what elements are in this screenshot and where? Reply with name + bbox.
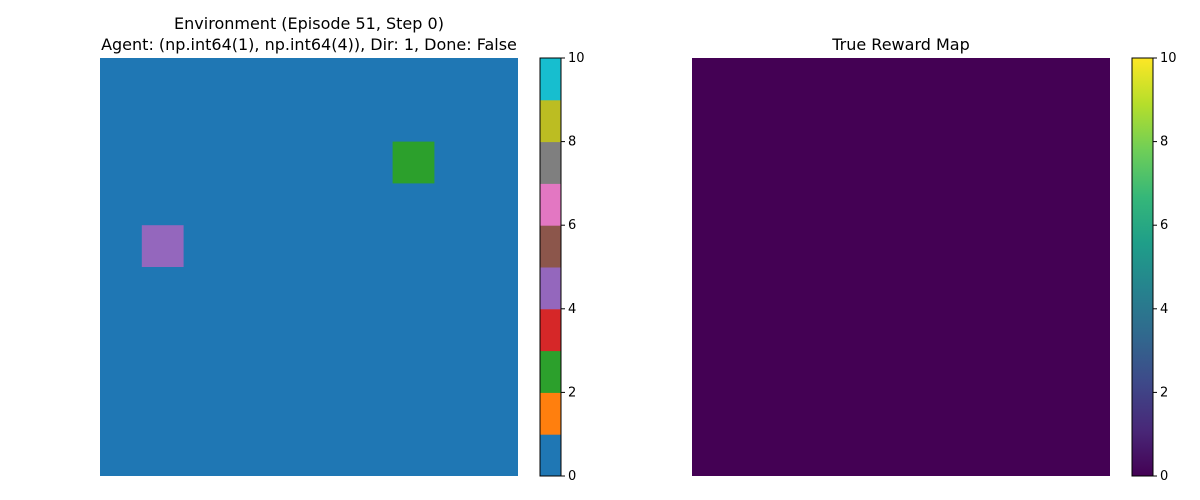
environment-title-line2: Agent: (np.int64(1), np.int64(4)), Dir: … — [101, 35, 517, 54]
reward-colorbar: 0 2 4 6 8 10 — [1131, 51, 1177, 484]
colorbar-tick-label: 10 — [568, 51, 585, 66]
reward-panel: True Reward Map — [692, 35, 1110, 476]
colorbar-tick-label: 10 — [1160, 51, 1177, 66]
colorbar-frame — [539, 57, 562, 477]
colorbar-tick-label: 6 — [568, 218, 576, 233]
colorbar-band — [540, 225, 561, 268]
colorbar-gradient — [1132, 58, 1153, 476]
colorbar-band — [540, 308, 561, 352]
grid-cell — [141, 225, 184, 267]
colorbar-tick-label: 0 — [568, 469, 576, 484]
reward-title: True Reward Map — [831, 35, 970, 54]
grid-cell — [392, 141, 435, 184]
colorbar-band — [540, 183, 561, 226]
colorbar-band — [540, 58, 561, 101]
colorbar-tick-label: 2 — [1160, 385, 1168, 400]
colorbar-tick-label: 6 — [1160, 218, 1168, 233]
colorbar-band — [540, 141, 561, 184]
colorbar-frame — [1131, 57, 1154, 477]
colorbar-band — [540, 392, 561, 435]
colorbar-band — [540, 99, 561, 143]
grid-background — [692, 58, 1110, 476]
colorbar-band — [540, 350, 561, 393]
colorbar-tick-label: 4 — [1160, 302, 1168, 317]
colorbar-tick-label: 8 — [1160, 135, 1168, 150]
colorbar-tick-label: 8 — [568, 135, 576, 150]
reward-grid — [692, 58, 1110, 476]
environment-grid — [100, 58, 518, 476]
environment-panel: Environment (Episode 51, Step 0) Agent: … — [100, 14, 518, 476]
colorbar-tick-label: 4 — [568, 302, 576, 317]
environment-title-line1: Environment (Episode 51, Step 0) — [174, 14, 444, 33]
colorbar-band — [540, 267, 561, 310]
colorbar-tick-label: 2 — [568, 385, 576, 400]
environment-colorbar: 0 2 4 6 8 10 — [539, 51, 585, 484]
colorbar-band — [540, 434, 561, 477]
colorbar-tick-label: 0 — [1160, 469, 1168, 484]
